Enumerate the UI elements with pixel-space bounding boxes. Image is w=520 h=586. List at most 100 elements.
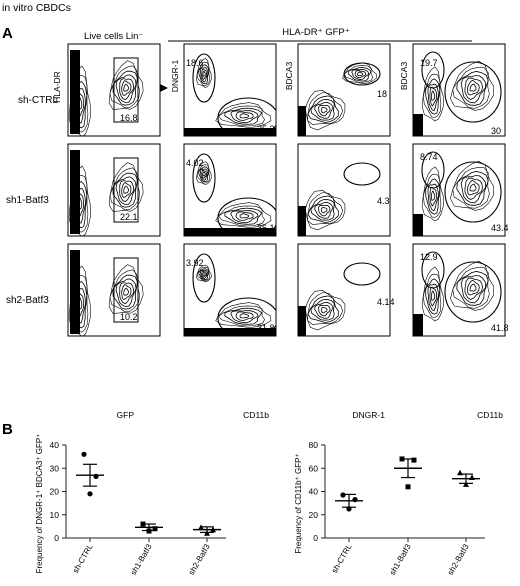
contour-line [351,69,370,81]
plot-contours [413,151,502,236]
density-band [184,328,276,336]
gate-value: 22.1 [120,212,138,222]
contour-line [239,313,250,319]
x-tick-label: sh1-Batf3 [129,542,154,577]
flow-plot [183,43,277,137]
contour-line [450,60,495,111]
data-point [81,451,87,457]
gate-value: 19.7 [420,58,438,68]
col3-y-label: BDCA3 [284,62,294,91]
contour-line [202,70,206,77]
gate-value: 36.1 [257,223,275,233]
contour-line [307,92,344,125]
contour-line [121,284,132,301]
contour-line [198,64,210,85]
gate-ellipse [217,97,276,136]
density-band [298,106,306,136]
gate-value: 4.02 [186,158,204,168]
contour-line [76,92,85,118]
plot-contours [184,53,276,136]
contour-line [450,260,495,311]
contour-line [74,188,86,224]
contour-line [108,60,144,110]
panel-b-label: B [2,421,13,438]
plot-frame [183,43,277,137]
gate-ellipse [192,253,216,303]
data-point [87,491,93,497]
contour-line [467,279,480,296]
gate-value: 31.8 [257,323,275,333]
contour-line [201,169,207,179]
plot-frame [297,143,391,237]
gate-rect [113,57,139,123]
plot-frame [297,243,391,337]
row-label-sh2-batf3: sh2-Batf3 [6,295,49,306]
density-band [70,250,80,334]
contour-line [305,90,346,131]
contour-line [425,178,441,215]
col4-x-label: CD11b [477,410,503,420]
contour-line [318,204,331,217]
contour-line [74,288,86,324]
contour-line [357,71,364,77]
contour-line [224,307,263,325]
contour-line [123,287,129,296]
contour-line [109,167,140,211]
gate-value: 8.74 [420,152,438,162]
contour-line [314,101,334,119]
contour-line [72,180,88,229]
x-tick-label: sh-CTRL [330,542,354,575]
y-tick-label: 10 [50,510,60,520]
contour-line [109,65,140,109]
flow-plot [297,243,391,337]
panel-a-label: A [2,25,13,42]
gate-value: 4.14 [377,297,395,307]
contour-line [230,210,259,224]
contour-line [431,190,436,201]
flow-plot [183,243,277,337]
contour-line [68,265,91,336]
contour-line [239,213,250,219]
gate-ellipse [192,53,216,103]
contour-line [119,78,134,101]
data-point [340,492,346,498]
y-tick-label: 0 [54,533,59,543]
contour-line [199,168,209,181]
x-tick-label: sh2-Batf3 [187,542,212,577]
data-point [152,526,158,532]
plot-contours [68,150,144,236]
plot-contours [68,50,144,136]
gate-ellipse [444,161,502,223]
contour-line [235,111,254,122]
contour-line [78,296,83,311]
col3-x-label: DNGR-1 [352,410,385,420]
gate-value: 30 [491,126,501,136]
gate-ellipse [343,162,381,186]
contour-line [115,74,137,103]
density-band [413,114,423,136]
gate-ellipse [343,262,381,286]
gate-ellipse [444,61,502,123]
contour-line [464,177,483,200]
contour-line [230,310,259,324]
row-label-sh1-batf3: sh1-Batf3 [6,195,49,206]
y-axis-label: Frequency of DNGR-1⁺ BDCA3⁺ GFP⁺ [35,434,44,574]
contour-line [320,106,328,114]
contour-line [201,68,207,80]
contour-line [109,269,140,313]
live-cells-title: Live cells Lin⁻ [84,31,143,42]
plot-frame [183,243,277,337]
plot-contours [68,250,144,336]
contour-line [467,179,480,196]
gate-value: 41.8 [491,323,509,333]
contour-line [460,275,487,304]
gate-ellipse [192,153,216,203]
y-axis-label: Frequency of CD11b⁺ GFP⁺ [294,453,303,553]
plot-contours [298,262,381,336]
col2-x-label: CD11b [243,410,269,420]
contour-line [201,270,207,278]
density-band [298,206,306,236]
contour-line [198,268,210,281]
y-tick-label: 0 [313,533,318,543]
contour-line [320,306,328,314]
